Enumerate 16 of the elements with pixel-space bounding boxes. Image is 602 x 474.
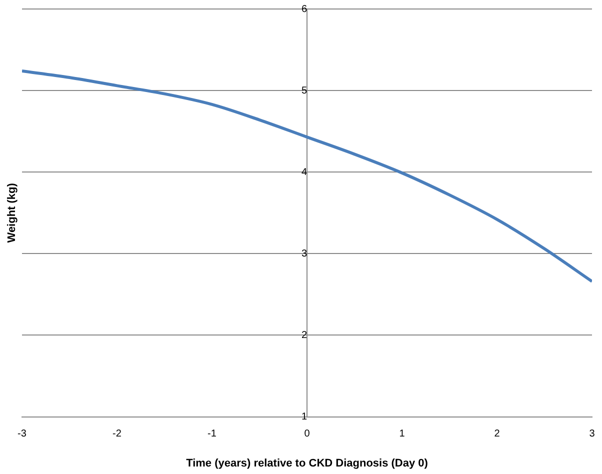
y-tick-label: 5 [301,85,308,96]
y-tick-label: 2 [301,330,308,341]
x-tick-label: 0 [304,428,310,440]
y-tick-label: 4 [301,166,308,178]
x-tick-label: 3 [589,428,596,440]
x-tick-label: 1 [399,428,406,440]
x-tick-label: -3 [18,428,27,440]
y-tick-label: 6 [301,4,308,15]
x-tick-label: -1 [208,428,217,440]
x-tick-label: -2 [112,428,122,440]
y-axis-title: Weight (kg) [6,182,18,243]
x-tick-label: 2 [494,428,500,440]
y-tick-label: 3 [301,248,308,260]
y-tick-label: 1 [301,412,308,423]
x-axis-title: Time (years) relative to CKD Diagnosis (Day 0) [186,457,428,470]
line-series [22,69,592,283]
